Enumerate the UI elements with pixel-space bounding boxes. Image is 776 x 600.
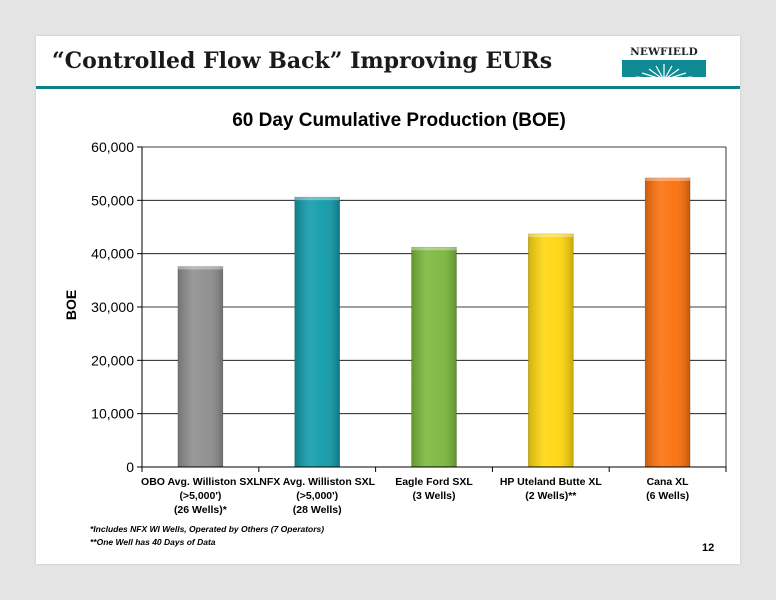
y-tick-label: 60,000 (91, 139, 134, 155)
x-tick-label-line: (26 Wells)* (174, 504, 228, 516)
x-tick-label-line: NFX Avg. Williston SXL (259, 476, 375, 488)
bar-shading (528, 233, 574, 467)
logo-text: NEWFIELD (630, 46, 698, 58)
bar-chart: 60 Day Cumulative Production (BOE) BOE 0… (63, 110, 727, 516)
page-number: 12 (702, 542, 715, 554)
bar (294, 196, 341, 468)
bar (644, 177, 691, 468)
slide: “Controlled Flow Back” Improving EURs NE… (36, 36, 740, 564)
y-tick-label: 20,000 (91, 352, 134, 368)
y-tick-label: 40,000 (91, 246, 134, 262)
bar-top-highlight (177, 266, 223, 270)
bar (411, 246, 457, 468)
bar-shading (411, 247, 457, 467)
x-tick-label-line: (3 Wells) (413, 490, 456, 502)
x-tick-label-line: HP Uteland Butte XL (500, 476, 602, 488)
newfield-logo: NEWFIELD (622, 46, 706, 82)
x-tick-label: OBO Avg. Williston SXL (>5,000') (26 Wells… (141, 476, 260, 516)
x-tick-label-line: (>5,000') (179, 490, 221, 502)
x-tick-label: Eagle Ford SXL (3 Wells) (395, 476, 473, 502)
y-tick-labels: 0 10,000 20,000 30,000 40,000 50,000 60,000 (91, 139, 134, 475)
y-tick-label: 0 (126, 459, 134, 475)
bar-top-highlight (411, 247, 457, 251)
slide-title: “Controlled Flow Back” Improving EURs (52, 48, 553, 74)
y-tick-label: 30,000 (91, 299, 134, 315)
footnotes: *Includes NFX WI Wells, Operated by Othe… (90, 523, 324, 549)
chart-title: 60 Day Cumulative Production (BOE) (232, 110, 566, 131)
bar-top-highlight (294, 197, 340, 201)
y-tick-label: 50,000 (91, 192, 134, 208)
x-tick-label-line: (2 Wells)** (525, 490, 577, 502)
logo-sunburst-icon (622, 60, 706, 80)
bar (527, 233, 574, 468)
bar-shading (645, 177, 691, 467)
bar-top-highlight (645, 177, 691, 181)
x-tick-label-line: Cana XL (647, 476, 690, 488)
footnote-1: *Includes NFX WI Wells, Operated by Othe… (90, 524, 325, 534)
bar (177, 266, 224, 468)
x-tick-label-line: (6 Wells) (646, 490, 689, 502)
footnote-2: **One Well has 40 Days of Data (90, 537, 216, 547)
bar-shading (294, 197, 340, 467)
bar-top-highlight (528, 233, 574, 237)
bar-shading (177, 266, 223, 467)
y-tick-label: 10,000 (91, 406, 134, 422)
x-tick-labels: OBO Avg. Williston SXL (>5,000') (26 Wells… (141, 476, 689, 516)
x-tick-label-line: (>5,000') (296, 490, 338, 502)
y-axis-label: BOE (63, 290, 79, 320)
x-tick-label-line: OBO Avg. Williston SXL (141, 476, 260, 488)
x-tick-label-line: Eagle Ford SXL (395, 476, 473, 488)
x-tick-label: NFX Avg. Williston SXL (>5,000') (28 Wells… (259, 476, 375, 516)
title-divider (36, 86, 740, 89)
bars (177, 177, 691, 468)
x-tick-label: Cana XL (6 Wells) (646, 476, 689, 502)
x-tick-label-line: (28 Wells) (293, 504, 342, 516)
axes (137, 146, 727, 472)
x-tick-label: HP Uteland Butte XL (2 Wells)** (500, 476, 602, 502)
